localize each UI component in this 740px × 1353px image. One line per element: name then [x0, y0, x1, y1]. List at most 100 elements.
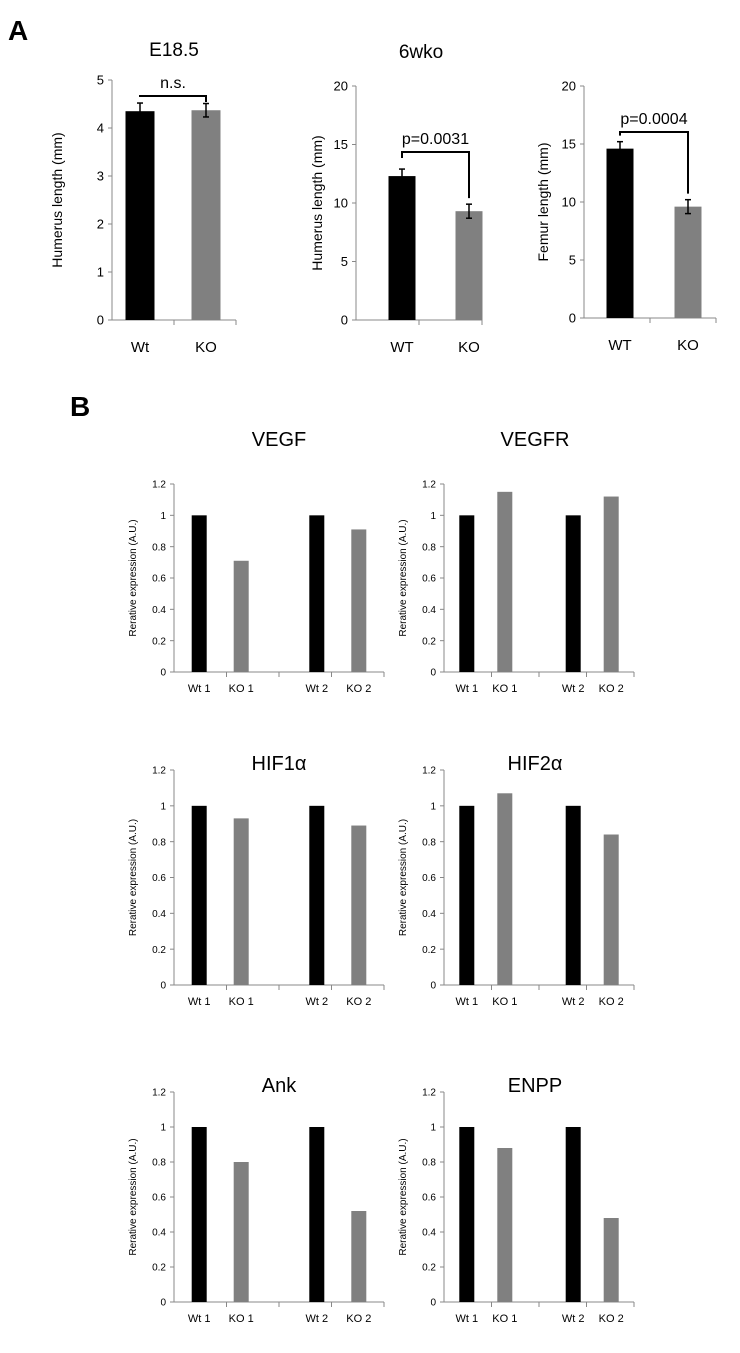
y-tick-label: 0	[430, 1298, 436, 1309]
bar-wt-2	[309, 805, 325, 985]
y-tick-label: 1	[430, 801, 436, 812]
x-tick-label: WT	[608, 337, 631, 354]
y-tick-label: 0	[160, 981, 166, 992]
x-tick-label: KO 2	[346, 996, 371, 1008]
y-axis-label: Femur length (mm)	[535, 142, 551, 261]
y-tick-label: 20	[562, 79, 576, 94]
y-tick-label: 0.4	[152, 605, 166, 616]
bar-wt-2	[565, 1127, 581, 1302]
y-tick-label: 0.8	[152, 1158, 166, 1169]
x-tick-label: KO 1	[229, 683, 254, 695]
y-tick-label: 1.2	[152, 480, 166, 491]
bar-ko-2	[603, 496, 619, 672]
x-tick-label: KO	[195, 339, 217, 356]
x-tick-label: Wt	[131, 339, 150, 356]
y-tick-label: 0.2	[422, 636, 436, 647]
y-axis-label: Rerative expression (A.U.)	[128, 1138, 139, 1255]
x-tick-label: KO 2	[599, 683, 624, 695]
panel-label-b: B	[70, 391, 90, 422]
x-tick-label: Wt 2	[305, 683, 328, 695]
x-tick-label: KO 2	[346, 683, 371, 695]
y-tick-label: 0.4	[152, 909, 166, 920]
y-tick-label: 3	[97, 169, 104, 184]
y-axis-label: Rerative expression (A.U.)	[128, 519, 139, 636]
y-tick-label: 0.8	[152, 837, 166, 848]
chart-title: E18.5	[149, 40, 199, 61]
y-tick-label: 1.2	[152, 1088, 166, 1099]
y-axis-label: Rerative expression (A.U.)	[398, 519, 409, 636]
chart-title: ENPP	[508, 1075, 562, 1097]
x-tick-label: KO	[677, 337, 699, 354]
y-tick-label: 1	[160, 511, 166, 522]
y-tick-label: 1	[430, 511, 436, 522]
y-axis-label: Rerative expression (A.U.)	[398, 819, 409, 936]
y-tick-label: 0.8	[422, 1158, 436, 1169]
bar-ko-2	[351, 825, 367, 985]
y-tick-label: 0	[569, 311, 576, 326]
bar-wt-1	[459, 515, 475, 672]
x-tick-label: Wt 1	[188, 683, 211, 695]
x-tick-label: KO 1	[492, 1313, 517, 1325]
y-tick-label: 0.6	[422, 574, 436, 585]
bar-ko-1	[233, 560, 249, 672]
y-tick-label: 0.8	[422, 837, 436, 848]
bar-wt	[125, 111, 155, 320]
y-tick-label: 5	[569, 253, 576, 268]
y-tick-label: 0.2	[152, 636, 166, 647]
y-tick-label: 15	[562, 137, 576, 152]
bar-wt-1	[191, 515, 207, 672]
significance-bracket	[139, 95, 207, 102]
bar-wt-2	[565, 805, 581, 985]
bar-wt	[606, 148, 634, 318]
y-tick-label: 1	[160, 1123, 166, 1134]
y-tick-label: 0.6	[422, 1193, 436, 1204]
y-axis-label: Rerative expression (A.U.)	[128, 819, 139, 936]
x-tick-label: Wt 1	[188, 996, 211, 1008]
y-tick-label: 0.6	[152, 574, 166, 585]
bar-ko-2	[351, 1211, 367, 1302]
x-tick-label: KO 1	[229, 1313, 254, 1325]
x-tick-label: KO 1	[492, 996, 517, 1008]
y-tick-label: 0	[160, 1298, 166, 1309]
y-tick-label: 1.2	[422, 1088, 436, 1099]
bar-ko-2	[351, 529, 367, 672]
bar-ko	[191, 110, 221, 321]
y-tick-label: 0	[160, 668, 166, 679]
x-tick-label: KO 1	[229, 996, 254, 1008]
bar-ko-1	[497, 491, 513, 672]
significance-label: n.s.	[160, 75, 186, 92]
y-tick-label: 0.4	[422, 605, 436, 616]
significance-bracket	[619, 131, 689, 194]
bar-wt-2	[309, 515, 325, 672]
bar-wt-1	[459, 1127, 475, 1302]
bar-ko-2	[603, 1218, 619, 1302]
chart-title: 6wko	[399, 42, 443, 63]
chart-title: HIF1α	[252, 753, 307, 775]
x-tick-label: Wt 1	[455, 996, 478, 1008]
chart-title: Ank	[262, 1075, 297, 1097]
chart-title: HIF2α	[508, 753, 563, 775]
panel-label-a: A	[8, 15, 28, 46]
y-tick-label: 0.6	[152, 1193, 166, 1204]
x-tick-label: Wt 2	[305, 1313, 328, 1325]
y-tick-label: 15	[334, 137, 348, 152]
y-tick-label: 0	[97, 313, 104, 328]
y-tick-label: 0.4	[152, 1228, 166, 1239]
y-axis-label: Humerus length (mm)	[49, 132, 65, 267]
y-tick-label: 1	[430, 1123, 436, 1134]
bar-ko	[674, 206, 702, 318]
x-tick-label: Wt 2	[562, 1313, 585, 1325]
bar-ko	[455, 211, 483, 320]
y-tick-label: 0	[430, 981, 436, 992]
y-tick-label: 1	[97, 265, 104, 280]
y-tick-label: 0.2	[152, 945, 166, 956]
x-tick-label: Wt 1	[455, 683, 478, 695]
y-tick-label: 0	[341, 313, 348, 328]
y-tick-label: 0.2	[422, 1263, 436, 1274]
x-tick-label: KO 2	[346, 1313, 371, 1325]
chart-title: VEGFR	[501, 429, 570, 451]
y-tick-label: 10	[562, 195, 576, 210]
bar-wt-1	[191, 805, 207, 985]
bar-wt-1	[459, 805, 475, 985]
